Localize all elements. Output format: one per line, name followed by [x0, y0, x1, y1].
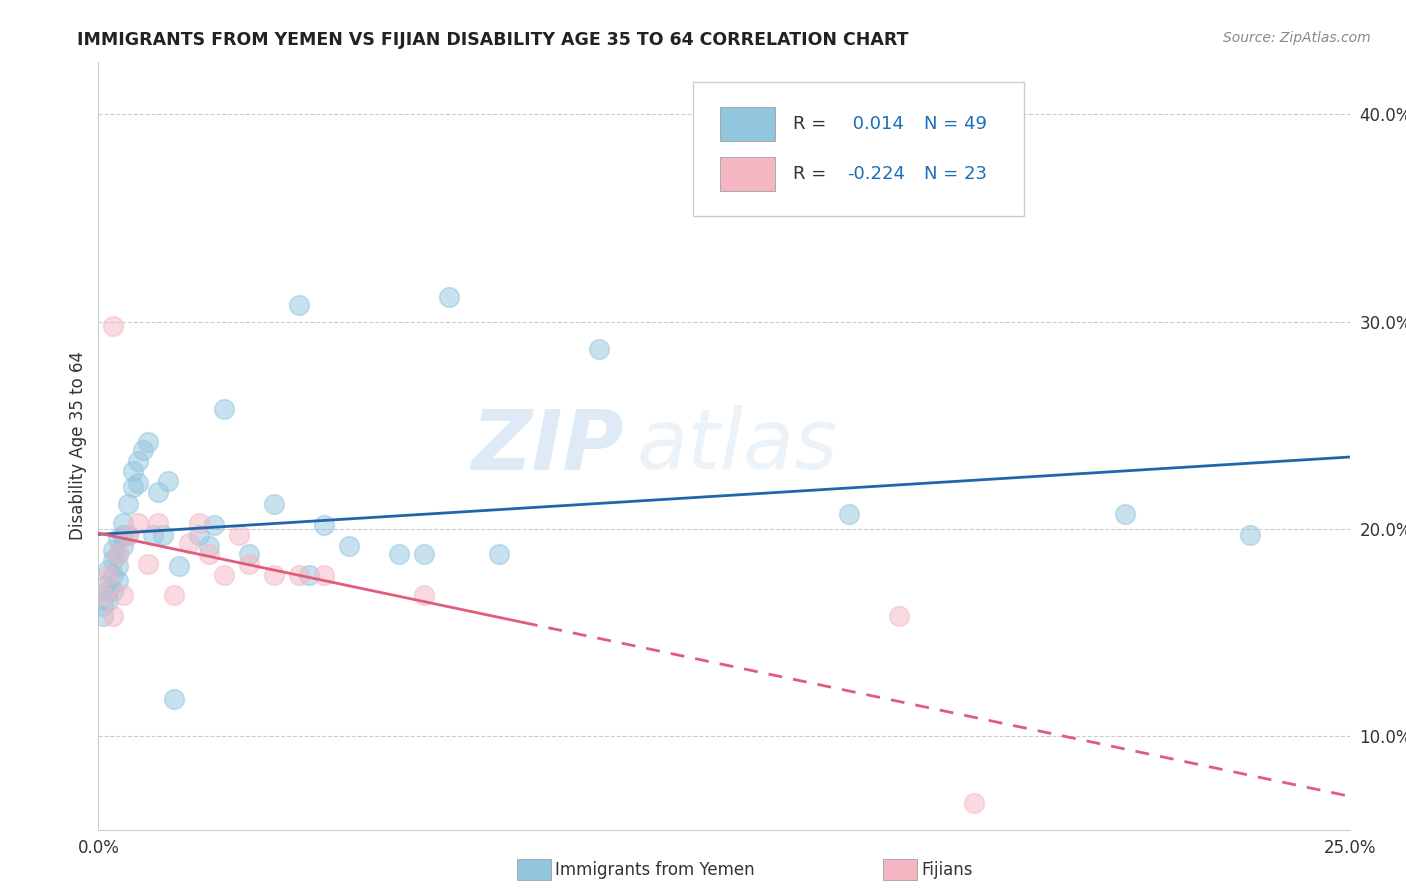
Point: [838, 508, 860, 522]
Point: [152, 528, 174, 542]
Point: [488, 547, 510, 561]
Point: [312, 567, 335, 582]
Point: [122, 480, 145, 494]
Point: [142, 528, 165, 542]
Y-axis label: Disability Age 35 to 64: Disability Age 35 to 64: [69, 351, 87, 541]
Point: [238, 557, 260, 571]
Point: [112, 588, 135, 602]
Point: [93, 580, 115, 594]
Point: [388, 547, 411, 561]
Point: [337, 539, 360, 553]
Point: [298, 567, 321, 582]
Text: Immigrants from Yemen: Immigrants from Yemen: [555, 861, 755, 879]
Point: [162, 588, 184, 602]
Point: [103, 318, 125, 333]
Text: R =: R =: [793, 165, 832, 183]
FancyBboxPatch shape: [693, 82, 1025, 216]
Point: [437, 290, 460, 304]
Point: [197, 547, 219, 561]
Point: [103, 567, 125, 582]
Point: [112, 516, 135, 530]
Point: [93, 609, 115, 624]
Point: [312, 517, 335, 532]
FancyBboxPatch shape: [720, 157, 775, 191]
Text: N = 23: N = 23: [924, 165, 987, 183]
Text: ZIP: ZIP: [471, 406, 624, 486]
Text: -0.224: -0.224: [846, 165, 904, 183]
Point: [112, 539, 135, 553]
Text: R =: R =: [793, 115, 832, 133]
Point: [187, 516, 209, 530]
Point: [1114, 508, 1136, 522]
Text: Source: ZipAtlas.com: Source: ZipAtlas.com: [1223, 31, 1371, 45]
Point: [93, 599, 115, 613]
Point: [228, 528, 250, 542]
Point: [187, 528, 209, 542]
Point: [103, 609, 125, 624]
Point: [103, 542, 125, 557]
Point: [117, 528, 139, 542]
Point: [287, 567, 309, 582]
Point: [117, 497, 139, 511]
Point: [157, 475, 180, 489]
FancyBboxPatch shape: [720, 107, 775, 141]
Point: [107, 533, 129, 547]
Point: [138, 557, 160, 571]
Point: [238, 547, 260, 561]
Point: [889, 609, 911, 624]
Text: IMMIGRANTS FROM YEMEN VS FIJIAN DISABILITY AGE 35 TO 64 CORRELATION CHART: IMMIGRANTS FROM YEMEN VS FIJIAN DISABILI…: [77, 31, 908, 49]
Point: [107, 574, 129, 588]
Point: [263, 497, 285, 511]
Point: [263, 567, 285, 582]
Point: [412, 588, 434, 602]
Point: [588, 342, 610, 356]
Point: [107, 559, 129, 574]
Point: [167, 559, 190, 574]
Text: N = 49: N = 49: [924, 115, 987, 133]
Point: [1239, 528, 1261, 542]
Text: Fijians: Fijians: [921, 861, 973, 879]
Point: [138, 434, 160, 449]
Point: [212, 401, 235, 416]
Point: [127, 453, 149, 467]
Point: [197, 539, 219, 553]
Point: [148, 484, 170, 499]
Point: [963, 796, 986, 810]
Text: 0.014: 0.014: [846, 115, 904, 133]
Point: [132, 443, 155, 458]
Point: [177, 536, 200, 550]
Point: [97, 584, 120, 599]
Point: [412, 547, 434, 561]
Point: [97, 563, 120, 577]
Point: [97, 594, 120, 608]
Point: [97, 567, 120, 582]
Point: [112, 528, 135, 542]
Point: [162, 692, 184, 706]
Point: [103, 553, 125, 567]
Point: [103, 584, 125, 599]
Point: [107, 547, 129, 561]
Point: [287, 298, 309, 312]
Point: [107, 547, 129, 561]
Point: [117, 528, 139, 542]
Text: atlas: atlas: [637, 406, 838, 486]
Point: [148, 516, 170, 530]
Point: [93, 588, 115, 602]
Point: [202, 517, 225, 532]
Point: [122, 464, 145, 478]
Point: [127, 516, 149, 530]
Point: [127, 476, 149, 491]
Point: [212, 567, 235, 582]
